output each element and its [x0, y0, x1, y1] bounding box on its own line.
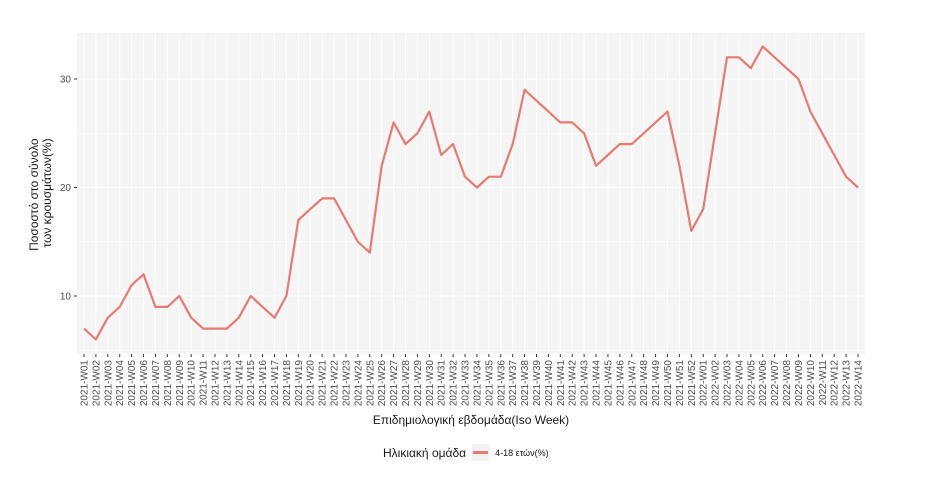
- legend-title: Ηλικιακή ομάδα: [383, 445, 467, 460]
- x-tick-label: 2021-W35: [484, 360, 495, 407]
- x-tick-label: 2021-W24: [353, 360, 364, 407]
- x-tick-label: 2021-W49: [651, 360, 662, 407]
- y-tick-label: 20: [60, 183, 72, 194]
- x-tick-label: 2021-W19: [294, 360, 305, 407]
- x-tick-label: 2021-W13: [222, 360, 233, 407]
- x-tick-label: 2021-W09: [175, 360, 186, 407]
- y-axis-title: Ποσοστό στο σύνολο των κρουσμάτων(%): [27, 135, 54, 251]
- y-tick-label: 30: [60, 75, 72, 86]
- legend-line-icon: [472, 444, 490, 461]
- x-tick-label: 2021-W36: [496, 360, 507, 407]
- x-tick-label: 2021-W25: [365, 360, 376, 407]
- gridlines: [77, 33, 865, 354]
- x-tick-label: 2022-W06: [758, 360, 769, 407]
- x-tick-label: 2021-W47: [627, 360, 638, 407]
- x-tick-label: 2021-W46: [615, 360, 626, 407]
- y-axis: 10 20 30: [60, 75, 77, 303]
- x-tick-label: 2021-W07: [151, 360, 162, 407]
- legend-item-label: 4-18 ετών(%): [495, 447, 549, 458]
- y-axis-title-line1: Ποσοστό στο σύνολο: [27, 138, 41, 251]
- x-tick-label: 2021-W16: [258, 360, 269, 407]
- x-tick-label: 2021-W48: [639, 360, 650, 407]
- x-tick-label: 2021-W43: [580, 360, 591, 407]
- x-tick-label: 2021-W20: [306, 360, 317, 407]
- x-tick-label: 2022-W04: [734, 360, 745, 407]
- x-tick-label: 2021-W10: [187, 360, 198, 407]
- x-tick-label: 2021-W42: [568, 360, 579, 407]
- x-tick-label: 2021-W39: [532, 360, 543, 407]
- y-tick-label: 10: [60, 292, 72, 303]
- x-tick-label: 2022-W08: [782, 360, 793, 407]
- x-tick-label: 2021-W44: [592, 360, 603, 407]
- x-tick-label: 2021-W33: [461, 360, 472, 407]
- x-tick-label: 2021-W30: [425, 360, 436, 407]
- series-line-4-18: [83, 45, 859, 341]
- x-tick-label: 2021-W05: [127, 360, 138, 407]
- legend: Ηλικιακή ομάδα 4-18 ετών(%): [383, 444, 549, 461]
- x-tick-label: 2022-W12: [830, 360, 841, 407]
- x-tick-label: 2021-W50: [663, 360, 674, 407]
- x-tick-label: 2021-W22: [330, 360, 341, 407]
- x-tick-label: 2021-W31: [437, 360, 448, 407]
- x-tick-label: 2021-W02: [91, 360, 102, 407]
- x-tick-label: 2022-W10: [806, 360, 817, 407]
- x-tick-label: 2021-W15: [246, 360, 257, 407]
- x-tick-label: 2021-W37: [508, 360, 519, 407]
- x-tick-label: 2022-W13: [842, 360, 853, 407]
- x-tick-label: 2021-W41: [556, 360, 567, 407]
- x-tick-label: 2021-W28: [401, 360, 412, 407]
- x-tick-label: 2021-W29: [413, 360, 424, 407]
- y-axis-title-line2: των κρουσμάτων(%): [40, 138, 54, 247]
- x-tick-label: 2022-W02: [711, 360, 722, 407]
- x-tick-label: 2022-W14: [854, 360, 865, 407]
- x-tick-label: 2021-W40: [544, 360, 555, 407]
- x-tick-label: 2021-W01: [80, 360, 91, 407]
- x-tick-label: 2022-W05: [746, 360, 757, 407]
- x-tick-label: 2022-W07: [770, 360, 781, 407]
- x-tick-label: 2021-W32: [449, 360, 460, 407]
- x-tick-label: 2021-W51: [675, 360, 686, 407]
- x-tick-label: 2021-W21: [318, 360, 329, 407]
- x-tick-label: 2021-W11: [199, 360, 210, 406]
- plot-panel: [77, 33, 865, 354]
- x-axis-title: Επιδημιολογική εβδομάδα(Iso Week): [373, 413, 569, 427]
- x-tick-label: 2021-W14: [234, 360, 245, 407]
- x-tick-label: 2022-W11: [818, 360, 829, 406]
- x-tick-label: 2021-W38: [520, 360, 531, 407]
- x-tick-label: 2021-W04: [115, 360, 126, 407]
- x-tick-label: 2022-W09: [794, 360, 805, 407]
- x-tick-label: 2021-W12: [210, 360, 221, 407]
- x-tick-label: 2021-W27: [389, 360, 400, 407]
- x-tick-label: 2021-W17: [270, 360, 281, 407]
- x-tick-label: 2021-W45: [603, 360, 614, 407]
- x-tick-label: 2021-W34: [472, 360, 483, 407]
- x-tick-label: 2021-W52: [687, 360, 698, 407]
- x-tick-label: 2021-W08: [163, 360, 174, 407]
- x-tick-label: 2022-W01: [699, 360, 710, 407]
- x-tick-label: 2021-W06: [139, 360, 150, 407]
- x-tick-label: 2021-W23: [341, 360, 352, 407]
- x-tick-label: 2021-W18: [282, 360, 293, 407]
- x-tick-label: 2021-W03: [103, 360, 114, 407]
- x-tick-label: 2022-W03: [723, 360, 734, 407]
- x-axis: 2021-W01 2021-W02 2021-W03 2021-W04 2021-W05…: [80, 354, 865, 406]
- x-tick-label: 2021-W26: [377, 360, 388, 407]
